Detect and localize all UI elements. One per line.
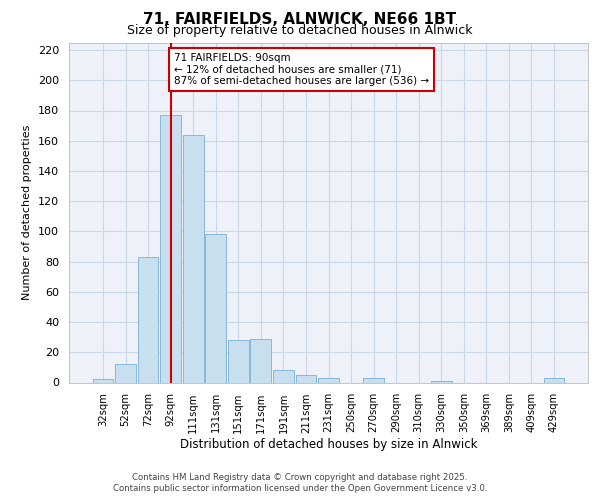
Text: 71 FAIRFIELDS: 90sqm
← 12% of detached houses are smaller (71)
87% of semi-detac: 71 FAIRFIELDS: 90sqm ← 12% of detached h… bbox=[174, 53, 429, 86]
Text: Size of property relative to detached houses in Alnwick: Size of property relative to detached ho… bbox=[127, 24, 473, 37]
Text: 71, FAIRFIELDS, ALNWICK, NE66 1BT: 71, FAIRFIELDS, ALNWICK, NE66 1BT bbox=[143, 12, 457, 28]
Bar bbox=[296, 375, 316, 382]
X-axis label: Distribution of detached houses by size in Alnwick: Distribution of detached houses by size … bbox=[180, 438, 477, 451]
Bar bbox=[318, 378, 339, 382]
Bar bbox=[160, 115, 181, 382]
Bar bbox=[273, 370, 294, 382]
Bar bbox=[250, 338, 271, 382]
Bar bbox=[92, 380, 113, 382]
Text: Contains HM Land Registry data © Crown copyright and database right 2025.: Contains HM Land Registry data © Crown c… bbox=[132, 472, 468, 482]
Bar bbox=[228, 340, 248, 382]
Bar bbox=[183, 134, 203, 382]
Y-axis label: Number of detached properties: Number of detached properties bbox=[22, 125, 32, 300]
Bar bbox=[544, 378, 565, 382]
Bar bbox=[363, 378, 384, 382]
Bar bbox=[205, 234, 226, 382]
Bar bbox=[137, 257, 158, 382]
Bar bbox=[115, 364, 136, 382]
Text: Contains public sector information licensed under the Open Government Licence v3: Contains public sector information licen… bbox=[113, 484, 487, 493]
Bar bbox=[431, 381, 452, 382]
